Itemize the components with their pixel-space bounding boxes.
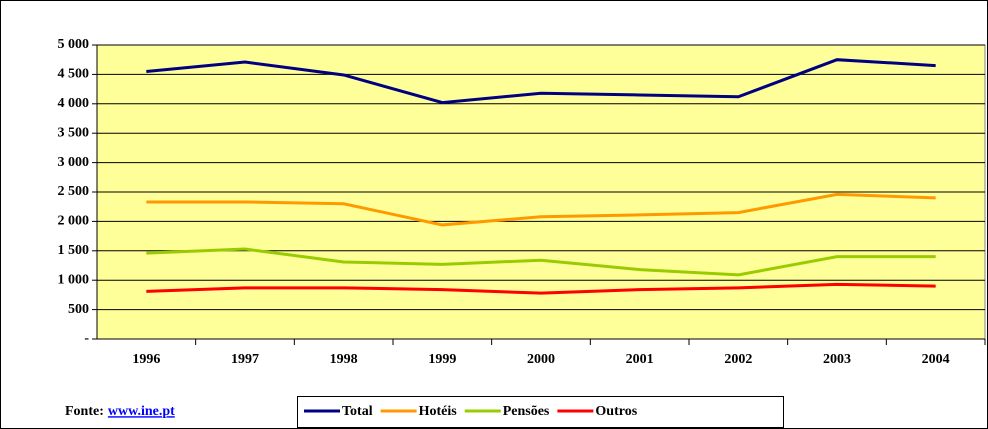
y-tick-label: 1 500 <box>58 243 90 258</box>
y-tick-label: 500 <box>68 302 89 317</box>
x-tick-label: 1998 <box>330 352 358 367</box>
y-tick-label: 4 500 <box>58 67 90 82</box>
x-tick-label: 1996 <box>132 352 160 367</box>
x-tick-label: 1997 <box>231 352 259 367</box>
y-tick-label: 2 500 <box>58 184 90 199</box>
x-tick-label: 2001 <box>626 352 654 367</box>
x-tick-label: 1999 <box>428 352 456 367</box>
legend-box <box>297 396 784 428</box>
data-line <box>146 58 936 105</box>
y-tick-label: 5 000 <box>58 37 90 52</box>
legend-label: Hotéis <box>419 404 458 419</box>
source-link[interactable]: www.ine.pt <box>108 404 175 419</box>
y-tick-label: - <box>84 331 89 346</box>
y-tick-label: 3 000 <box>58 155 90 170</box>
x-tick-label: 2004 <box>922 352 950 367</box>
y-tick-label: 3 500 <box>58 125 90 140</box>
x-tick-label: 2000 <box>527 352 555 367</box>
y-tick-label: 2 000 <box>58 214 90 229</box>
legend-label: Outros <box>595 404 637 419</box>
data-line <box>146 282 936 295</box>
x-tick-label: 2003 <box>823 352 851 367</box>
y-tick-label: 4 000 <box>58 96 90 111</box>
legend: Total Hotéis Pensões Outros <box>297 396 784 428</box>
y-tick-label: 1 000 <box>58 272 90 287</box>
data-line <box>146 192 936 227</box>
legend-label: Pensões <box>503 404 550 419</box>
legend-label: Total <box>342 404 373 419</box>
source-label: Fonte: <box>65 404 104 419</box>
x-tick-label: 2002 <box>724 352 752 367</box>
data-line <box>146 247 936 277</box>
